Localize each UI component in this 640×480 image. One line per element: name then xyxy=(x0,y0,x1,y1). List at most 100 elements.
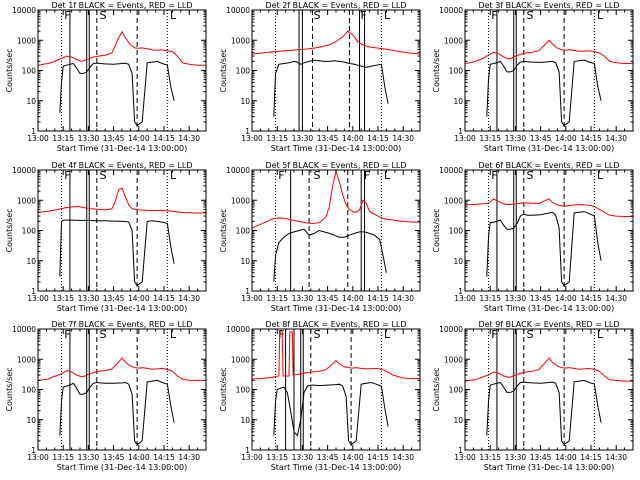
y-tick-label: 1000 xyxy=(444,355,463,364)
region-label-l-3: L xyxy=(170,328,177,341)
series-line-lld xyxy=(464,39,633,64)
x-tick-label: 14:00 xyxy=(555,294,577,303)
panel-title: Det 2f BLACK = Events, RED = LLD xyxy=(265,1,406,10)
x-tick-label: 13:15 xyxy=(479,453,501,462)
y-tick-label: 10 xyxy=(240,257,250,266)
region-label-s-2: S xyxy=(526,9,533,22)
panel-title: Det 6f BLACK = Events, RED = LLD xyxy=(478,161,619,170)
y-axis-title: Counts/sec xyxy=(432,208,441,252)
x-tick-label: 13:30 xyxy=(292,294,314,303)
y-tick-label: 10000 xyxy=(226,325,250,334)
y-tick-label: 100 xyxy=(449,67,464,76)
x-tick-label: 13:15 xyxy=(52,134,74,143)
x-tick-label: 14:30 xyxy=(178,453,200,462)
x-tick-label: 14:00 xyxy=(342,134,364,143)
x-tick-label: 13:45 xyxy=(530,453,552,462)
x-tick-label: 13:45 xyxy=(530,134,552,143)
x-tick-label: 14:30 xyxy=(178,134,200,143)
x-tick-label: 14:15 xyxy=(367,294,389,303)
x-tick-label: 13:30 xyxy=(292,134,314,143)
region-label-l-3: L xyxy=(384,328,391,341)
plot-frame xyxy=(464,9,634,132)
y-axis-title: Counts/sec xyxy=(432,367,441,411)
region-label-l-4: L xyxy=(384,169,391,182)
region-label-f-1: F xyxy=(491,169,497,182)
x-tick-label: 14:30 xyxy=(392,453,414,462)
x-tick-label: 13:15 xyxy=(479,134,501,143)
y-tick-label: 100 xyxy=(236,67,251,76)
y-tick-label: 10000 xyxy=(12,325,36,334)
x-tick-label: 14:30 xyxy=(392,134,414,143)
x-tick-label: 14:00 xyxy=(128,294,150,303)
x-axis-title: Start Time (31-Dec-14 13:00:00) xyxy=(271,144,402,153)
y-tick-label: 10 xyxy=(453,416,463,425)
x-tick-label: 14:00 xyxy=(128,134,150,143)
region-label-f-1: F xyxy=(491,328,497,341)
x-tick-label: 14:15 xyxy=(153,134,175,143)
x-tick-label: 13:45 xyxy=(317,294,339,303)
region-label-f-1: F xyxy=(278,169,284,182)
region-label-f-1: F xyxy=(491,9,497,22)
region-label-s-2: S xyxy=(526,328,533,341)
y-tick-label: 10000 xyxy=(12,6,36,15)
x-tick-label: 13:45 xyxy=(317,453,339,462)
series-line-events xyxy=(59,219,175,287)
y-tick-label: 100 xyxy=(236,386,251,395)
panel-title: Det 4f BLACK = Events, RED = LLD xyxy=(51,161,192,170)
plot-frame xyxy=(464,169,634,292)
y-tick-label: 1 xyxy=(31,287,36,296)
x-tick-label: 13:00 xyxy=(241,453,263,462)
x-tick-label: 14:15 xyxy=(580,453,602,462)
panel-title: Det 9f BLACK = Events, RED = LLD xyxy=(478,320,619,329)
series-line-lld xyxy=(37,187,206,214)
x-tick-label: 13:45 xyxy=(530,294,552,303)
series-line-lld xyxy=(251,169,420,229)
y-tick-label: 100 xyxy=(22,67,37,76)
region-label-f-3: F xyxy=(364,169,370,182)
x-axis-title: Start Time (31-Dec-14 13:00:00) xyxy=(57,463,188,472)
region-label-l-3: L xyxy=(170,9,177,22)
series-line-lld xyxy=(464,198,633,217)
region-label-s-2: S xyxy=(526,169,533,182)
x-tick-label: 14:00 xyxy=(555,453,577,462)
y-tick-label: 1 xyxy=(31,127,36,136)
x-tick-label: 14:15 xyxy=(580,294,602,303)
x-tick-label: 13:45 xyxy=(103,453,125,462)
x-tick-label: 13:30 xyxy=(505,294,527,303)
x-tick-label: 14:00 xyxy=(128,453,150,462)
series-line-events xyxy=(59,379,175,446)
x-tick-label: 13:30 xyxy=(78,294,100,303)
y-tick-label: 10 xyxy=(26,257,36,266)
x-tick-label: 14:15 xyxy=(153,294,175,303)
x-tick-label: 14:30 xyxy=(178,294,200,303)
y-axis-title: Counts/sec xyxy=(432,48,441,92)
x-axis-title: Start Time (31-Dec-14 13:00:00) xyxy=(57,144,188,153)
x-axis-title: Start Time (31-Dec-14 13:00:00) xyxy=(484,463,615,472)
y-tick-label: 10 xyxy=(453,97,463,106)
x-axis-title: Start Time (31-Dec-14 13:00:00) xyxy=(57,304,188,313)
y-axis-title: Counts/sec xyxy=(219,367,228,411)
x-tick-label: 14:30 xyxy=(605,453,627,462)
y-tick-label: 10 xyxy=(453,257,463,266)
y-tick-label: 10000 xyxy=(226,166,250,175)
y-tick-label: 1000 xyxy=(17,355,36,364)
y-tick-label: 1 xyxy=(245,287,250,296)
region-label-f-1: F xyxy=(64,9,70,22)
y-axis-title: Counts/sec xyxy=(5,48,14,92)
y-tick-label: 100 xyxy=(236,227,251,236)
x-tick-label: 14:00 xyxy=(555,134,577,143)
y-tick-label: 100 xyxy=(22,386,37,395)
y-tick-label: 10 xyxy=(240,416,250,425)
y-tick-label: 100 xyxy=(449,227,464,236)
y-tick-label: 1000 xyxy=(231,355,250,364)
region-label-s-2: S xyxy=(99,9,106,22)
y-tick-label: 10000 xyxy=(439,325,463,334)
y-axis-title: Counts/sec xyxy=(5,367,14,411)
x-tick-label: 13:30 xyxy=(505,453,527,462)
x-tick-label: 14:15 xyxy=(367,453,389,462)
